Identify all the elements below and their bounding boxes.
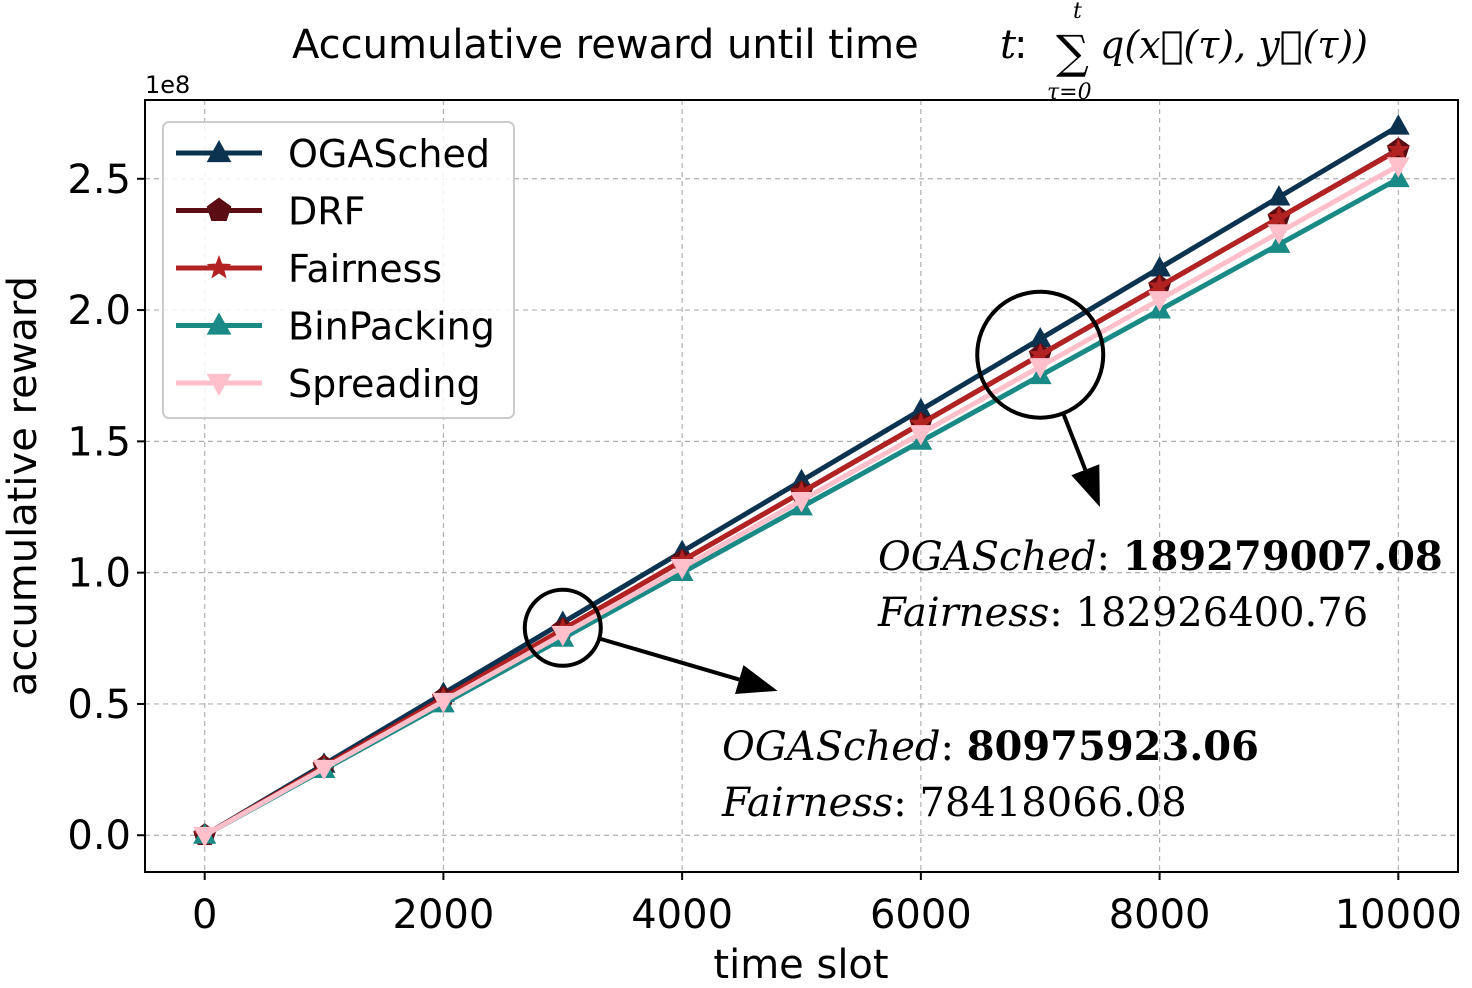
axis-layer: 0 2000 4000 6000 8000 10000 0.0 0.5 1.0 1.5 2.0 2.5 <box>67 157 1462 938</box>
annotation-name: OGASched <box>722 724 940 770</box>
data-point <box>1148 291 1171 312</box>
annotation-sep2: : <box>893 780 919 826</box>
series-spreading <box>193 157 1410 848</box>
data-point <box>1148 256 1171 277</box>
annotation-line-2: Fairness: 182926400.76 <box>877 590 1368 636</box>
annotation-arrow <box>598 636 740 682</box>
series-layer <box>193 114 1410 848</box>
legend-marker <box>206 255 232 279</box>
data-point <box>1267 205 1291 228</box>
data-point <box>909 397 933 419</box>
data-point <box>551 625 575 647</box>
data-point <box>1386 157 1410 178</box>
data-point <box>909 425 933 446</box>
legend-frame <box>162 121 515 419</box>
legend-label: BinPacking <box>288 305 495 349</box>
y-tick-label: 1.0 <box>67 551 131 597</box>
data-point <box>790 480 813 503</box>
legend-item: Fairness <box>176 247 442 291</box>
annotation-value: 80975923.06 <box>967 723 1259 770</box>
title-sum-upper: t <box>1073 0 1082 24</box>
annotation: OGASched: 80975923.06 Fairness: 78418066.… <box>522 587 1259 826</box>
data-point <box>1028 342 1052 365</box>
y-tick-label: 0.5 <box>67 682 131 728</box>
data-point <box>312 759 336 781</box>
y-tick-label: 0.0 <box>67 813 131 859</box>
legend-item: DRF <box>176 190 366 234</box>
data-point <box>1267 224 1291 245</box>
title-formula: q(x⃗(τ), y⃗(τ)) <box>1100 23 1368 67</box>
annotation-circle <box>522 587 603 668</box>
x-tick-label: 2000 <box>393 892 495 938</box>
title-colon: : <box>1014 22 1027 68</box>
legend-label: DRF <box>288 190 366 234</box>
annotations: OGASched: 80975923.06 Fairness: 78418066.… <box>522 289 1443 826</box>
title-var: t <box>1000 22 1017 68</box>
legend-marker <box>206 373 232 396</box>
title-sum-symbol: ∑ <box>1056 25 1089 79</box>
annotation-line-1: OGASched: 189279007.08 <box>878 533 1443 580</box>
annotation-value: 189279007.08 <box>1123 533 1443 580</box>
annotation-sep2: : <box>1049 590 1075 636</box>
title-sum-lower: τ=0 <box>1047 80 1092 105</box>
data-point <box>1028 326 1052 348</box>
annotation-name: OGASched <box>878 534 1096 580</box>
legend-item: BinPacking <box>176 305 495 349</box>
data-point <box>1386 114 1410 135</box>
x-tick-label: 4000 <box>631 892 733 938</box>
data-point <box>670 559 694 580</box>
legend-label: OGASched <box>288 132 490 176</box>
annotation-sep: : <box>940 724 966 770</box>
annotation-arrowhead <box>1071 464 1100 508</box>
y-tick-label: 2.0 <box>67 288 131 334</box>
data-point <box>1028 358 1052 379</box>
annotation-line-1: OGASched: 80975923.06 <box>722 723 1259 770</box>
annotation-circle <box>975 289 1106 420</box>
annotation-arrowhead <box>735 665 778 694</box>
legend-marker <box>206 312 232 335</box>
legend-marker <box>206 140 232 163</box>
y-axis-label: accumulative reward <box>0 276 46 696</box>
data-point <box>790 468 813 490</box>
legend-label: Fairness <box>288 247 442 291</box>
x-tick-label: 6000 <box>870 892 972 938</box>
x-tick-label: 8000 <box>1109 892 1211 938</box>
annotation-arrow <box>1061 412 1088 471</box>
y-multiplier: 1e8 <box>145 71 190 99</box>
legend-marker <box>206 197 232 222</box>
title-prefix: Accumulative reward until time <box>292 22 919 68</box>
annotation-sep: : <box>1096 534 1122 580</box>
annotation: OGASched: 189279007.08 Fairness: 18292640… <box>877 289 1443 636</box>
annotation-name2: Fairness <box>877 590 1049 636</box>
plot-frame <box>144 99 1459 873</box>
annotation-value2: 78418066.08 <box>920 780 1187 826</box>
annotation-value2: 182926400.76 <box>1076 590 1369 636</box>
legend: OGASched DRF Fairness BinPacking Spreading <box>162 121 515 419</box>
x-axis-label: time slot <box>713 942 888 983</box>
y-tick-label: 2.5 <box>67 157 131 203</box>
legend-item: OGASched <box>176 132 490 176</box>
data-point <box>1386 137 1410 160</box>
annotation-line-2: Fairness: 78418066.08 <box>721 780 1187 826</box>
legend-item: Spreading <box>176 362 481 406</box>
chart-title: Accumulative reward until time t : t ∑ τ… <box>292 0 1368 105</box>
data-point <box>790 492 813 513</box>
data-point <box>1267 185 1291 206</box>
data-point <box>432 692 455 714</box>
data-point <box>909 411 933 434</box>
data-point <box>1148 274 1172 297</box>
y-tick-label: 1.5 <box>67 419 131 465</box>
annotation-name2: Fairness <box>721 780 893 826</box>
legend-label: Spreading <box>288 362 481 406</box>
data-point <box>193 826 217 848</box>
x-tick-label: 10000 <box>1335 892 1462 938</box>
x-tick-label: 0 <box>192 892 217 938</box>
